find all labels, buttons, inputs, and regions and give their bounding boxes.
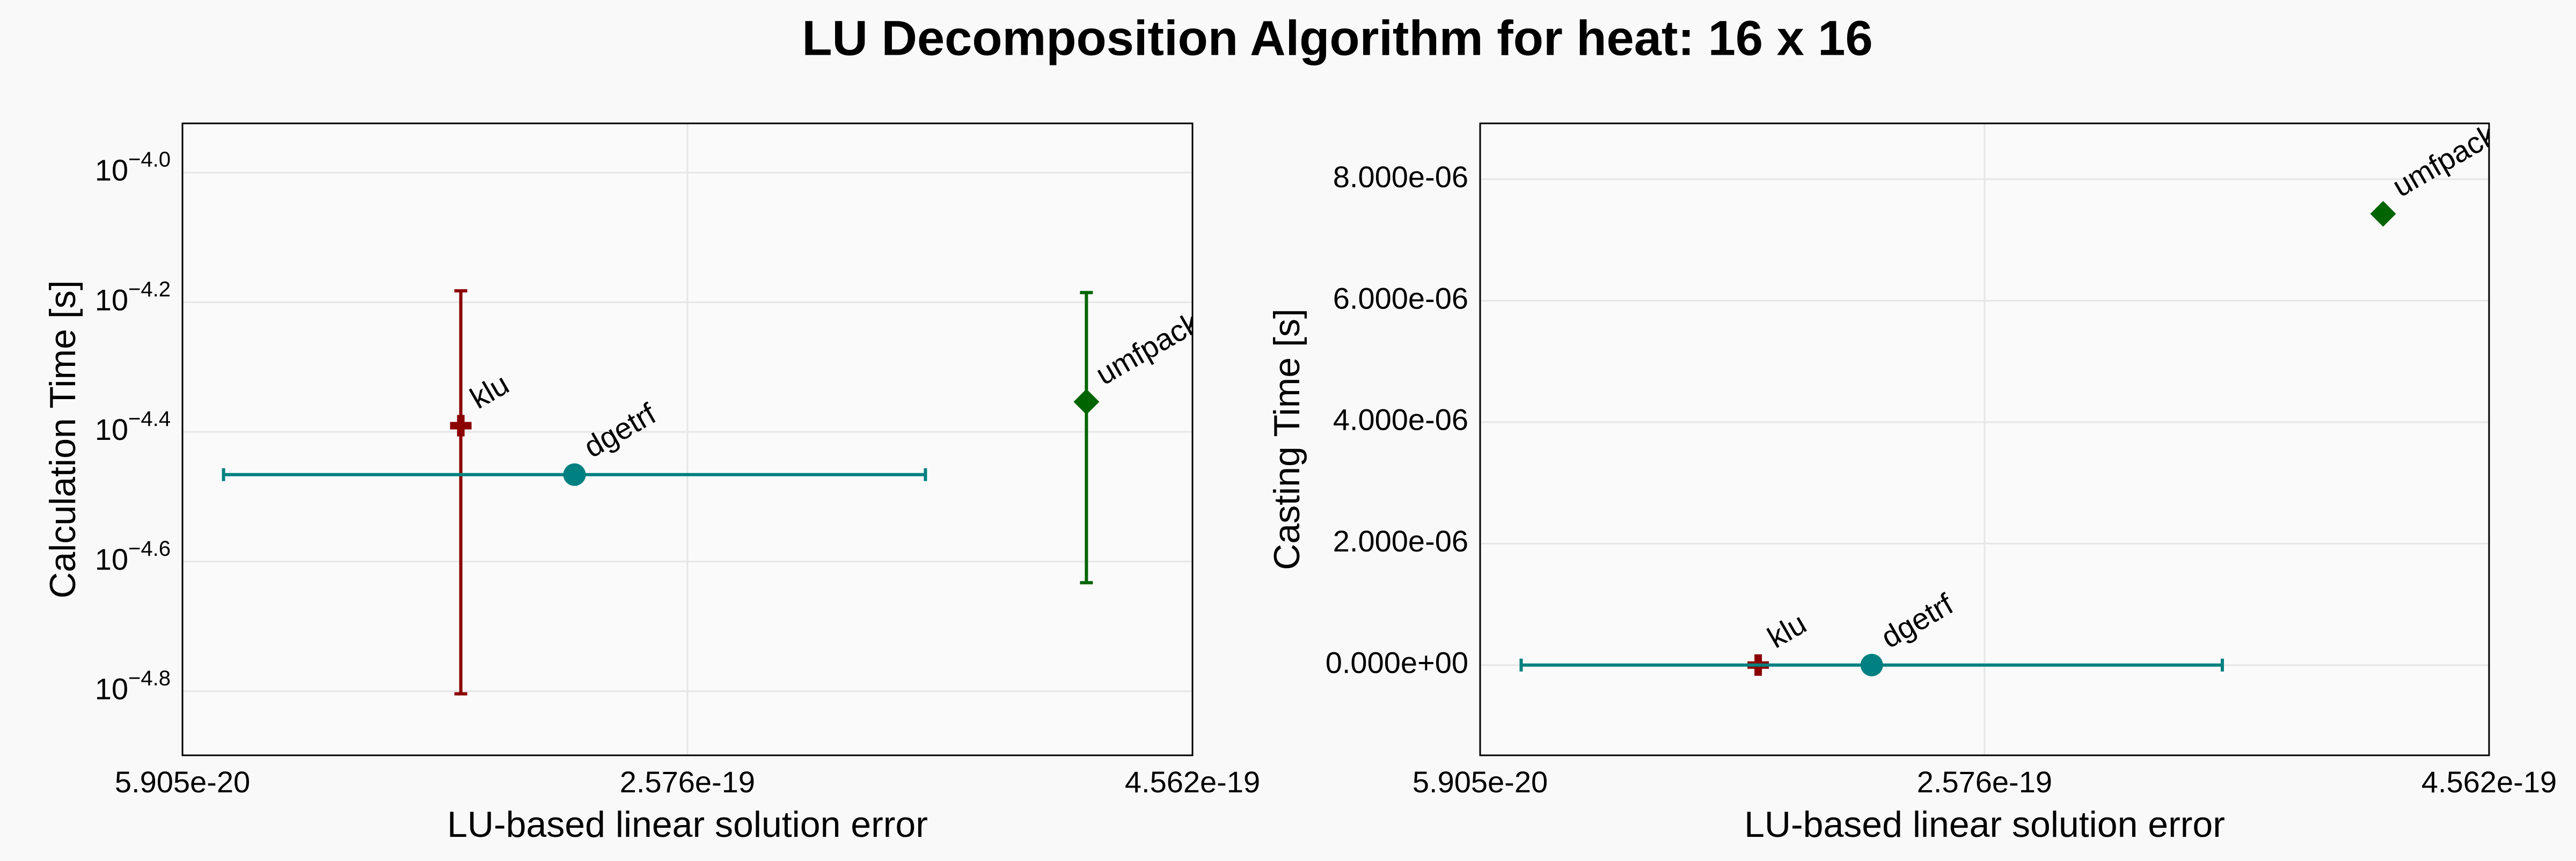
y-tick-label: 8.000e-06	[1333, 160, 1468, 194]
y-tick-label: 10−4.4	[95, 407, 171, 446]
plot-frame	[1479, 122, 2490, 756]
marker	[1860, 653, 1883, 676]
y-tick-label: 4.000e-06	[1333, 403, 1468, 437]
y-axis-label: Calculation Time [s]	[42, 280, 83, 598]
marker	[2370, 201, 2396, 227]
x-axis-label: LU-based linear solution error	[447, 804, 928, 845]
marker	[450, 415, 472, 437]
y-tick-label: 10−4.0	[95, 148, 171, 187]
y-tick-label: 10−4.2	[95, 277, 171, 317]
x-tick-label: 5.905e-20	[115, 765, 250, 799]
x-axis-label: LU-based linear solution error	[1744, 804, 2225, 845]
x-tick-label: 2.576e-19	[1917, 765, 2052, 799]
y-tick-label: 10−4.8	[95, 666, 171, 705]
y-tick-label: 0.000e+00	[1326, 646, 1468, 680]
y-axis-label: Casting Time [s]	[1267, 308, 1307, 570]
subplot: 5.905e-20 2.576e-19 4.562e-19 10−4.0 10−4.2 1…	[42, 122, 1260, 845]
x-tick-label: 2.576e-19	[620, 765, 755, 799]
error-bar	[454, 289, 467, 696]
marker	[563, 463, 586, 486]
error-bar	[1080, 291, 1093, 585]
x-tick-label: 4.562e-19	[1125, 765, 1260, 799]
plot-frame	[181, 122, 1194, 756]
figure-title: LU Decomposition Algorithm for heat: 16 …	[802, 11, 1872, 65]
y-tick-label: 6.000e-06	[1333, 281, 1468, 315]
x-tick-label: 5.905e-20	[1413, 765, 1548, 799]
y-tick-label: 10−4.6	[95, 536, 171, 576]
marker	[1073, 389, 1100, 415]
y-tick-label: 2.000e-06	[1333, 524, 1468, 558]
subplot: 5.905e-20 2.576e-19 4.562e-19 0.000e+00 2.00…	[1267, 122, 2557, 845]
x-tick-label: 4.562e-19	[2421, 765, 2557, 799]
